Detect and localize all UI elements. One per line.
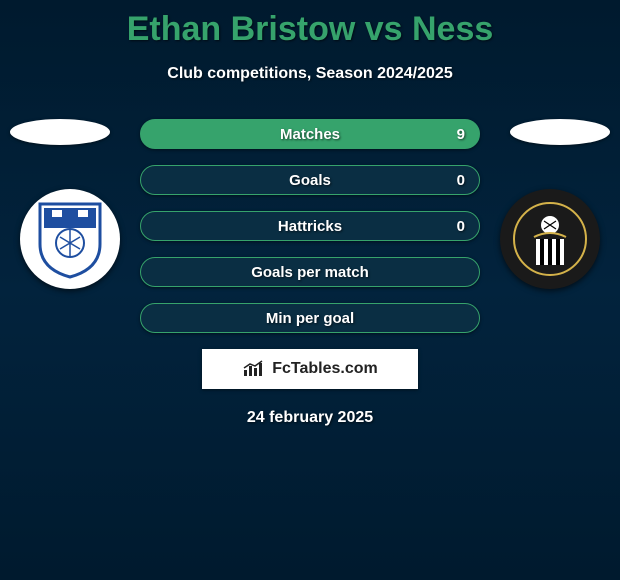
stat-value: 0 [457,218,465,235]
stat-label: Goals [289,172,331,189]
stat-label: Min per goal [266,310,354,327]
stat-label: Hattricks [278,218,342,235]
tranmere-crest-icon [30,199,110,279]
stat-value: 9 [457,126,465,143]
stat-bar: Min per goal [140,303,480,333]
stat-bar: Hattricks 0 [140,211,480,241]
competition-subtitle: Club competitions, Season 2024/2025 [0,65,620,83]
stat-row: Min per goal [140,303,480,333]
stat-row: Goals 0 [140,165,480,195]
team-badge-left [20,189,120,289]
stat-bar: Goals 0 [140,165,480,195]
notts-county-crest-icon [510,199,590,279]
team-badge-right [500,189,600,289]
stat-row: Matches 9 [140,119,480,149]
stat-bar: Goals per match [140,257,480,287]
attribution-badge: FcTables.com [202,349,418,389]
comparison-title: Ethan Bristow vs Ness [0,0,620,49]
stat-value: 0 [457,172,465,189]
stat-row: Hattricks 0 [140,211,480,241]
stats-area: Matches 9 Goals 0 Hattricks 0 Goals per match M… [0,119,620,333]
stat-label: Matches [280,126,340,143]
player-left-indicator [10,119,110,145]
stat-label: Goals per match [251,264,369,281]
attribution-text: FcTables.com [272,360,378,378]
player-right-indicator [510,119,610,145]
chart-icon [242,360,268,378]
stat-row: Goals per match [140,257,480,287]
snapshot-date: 24 february 2025 [0,409,620,427]
stat-bar: Matches 9 [140,119,480,149]
